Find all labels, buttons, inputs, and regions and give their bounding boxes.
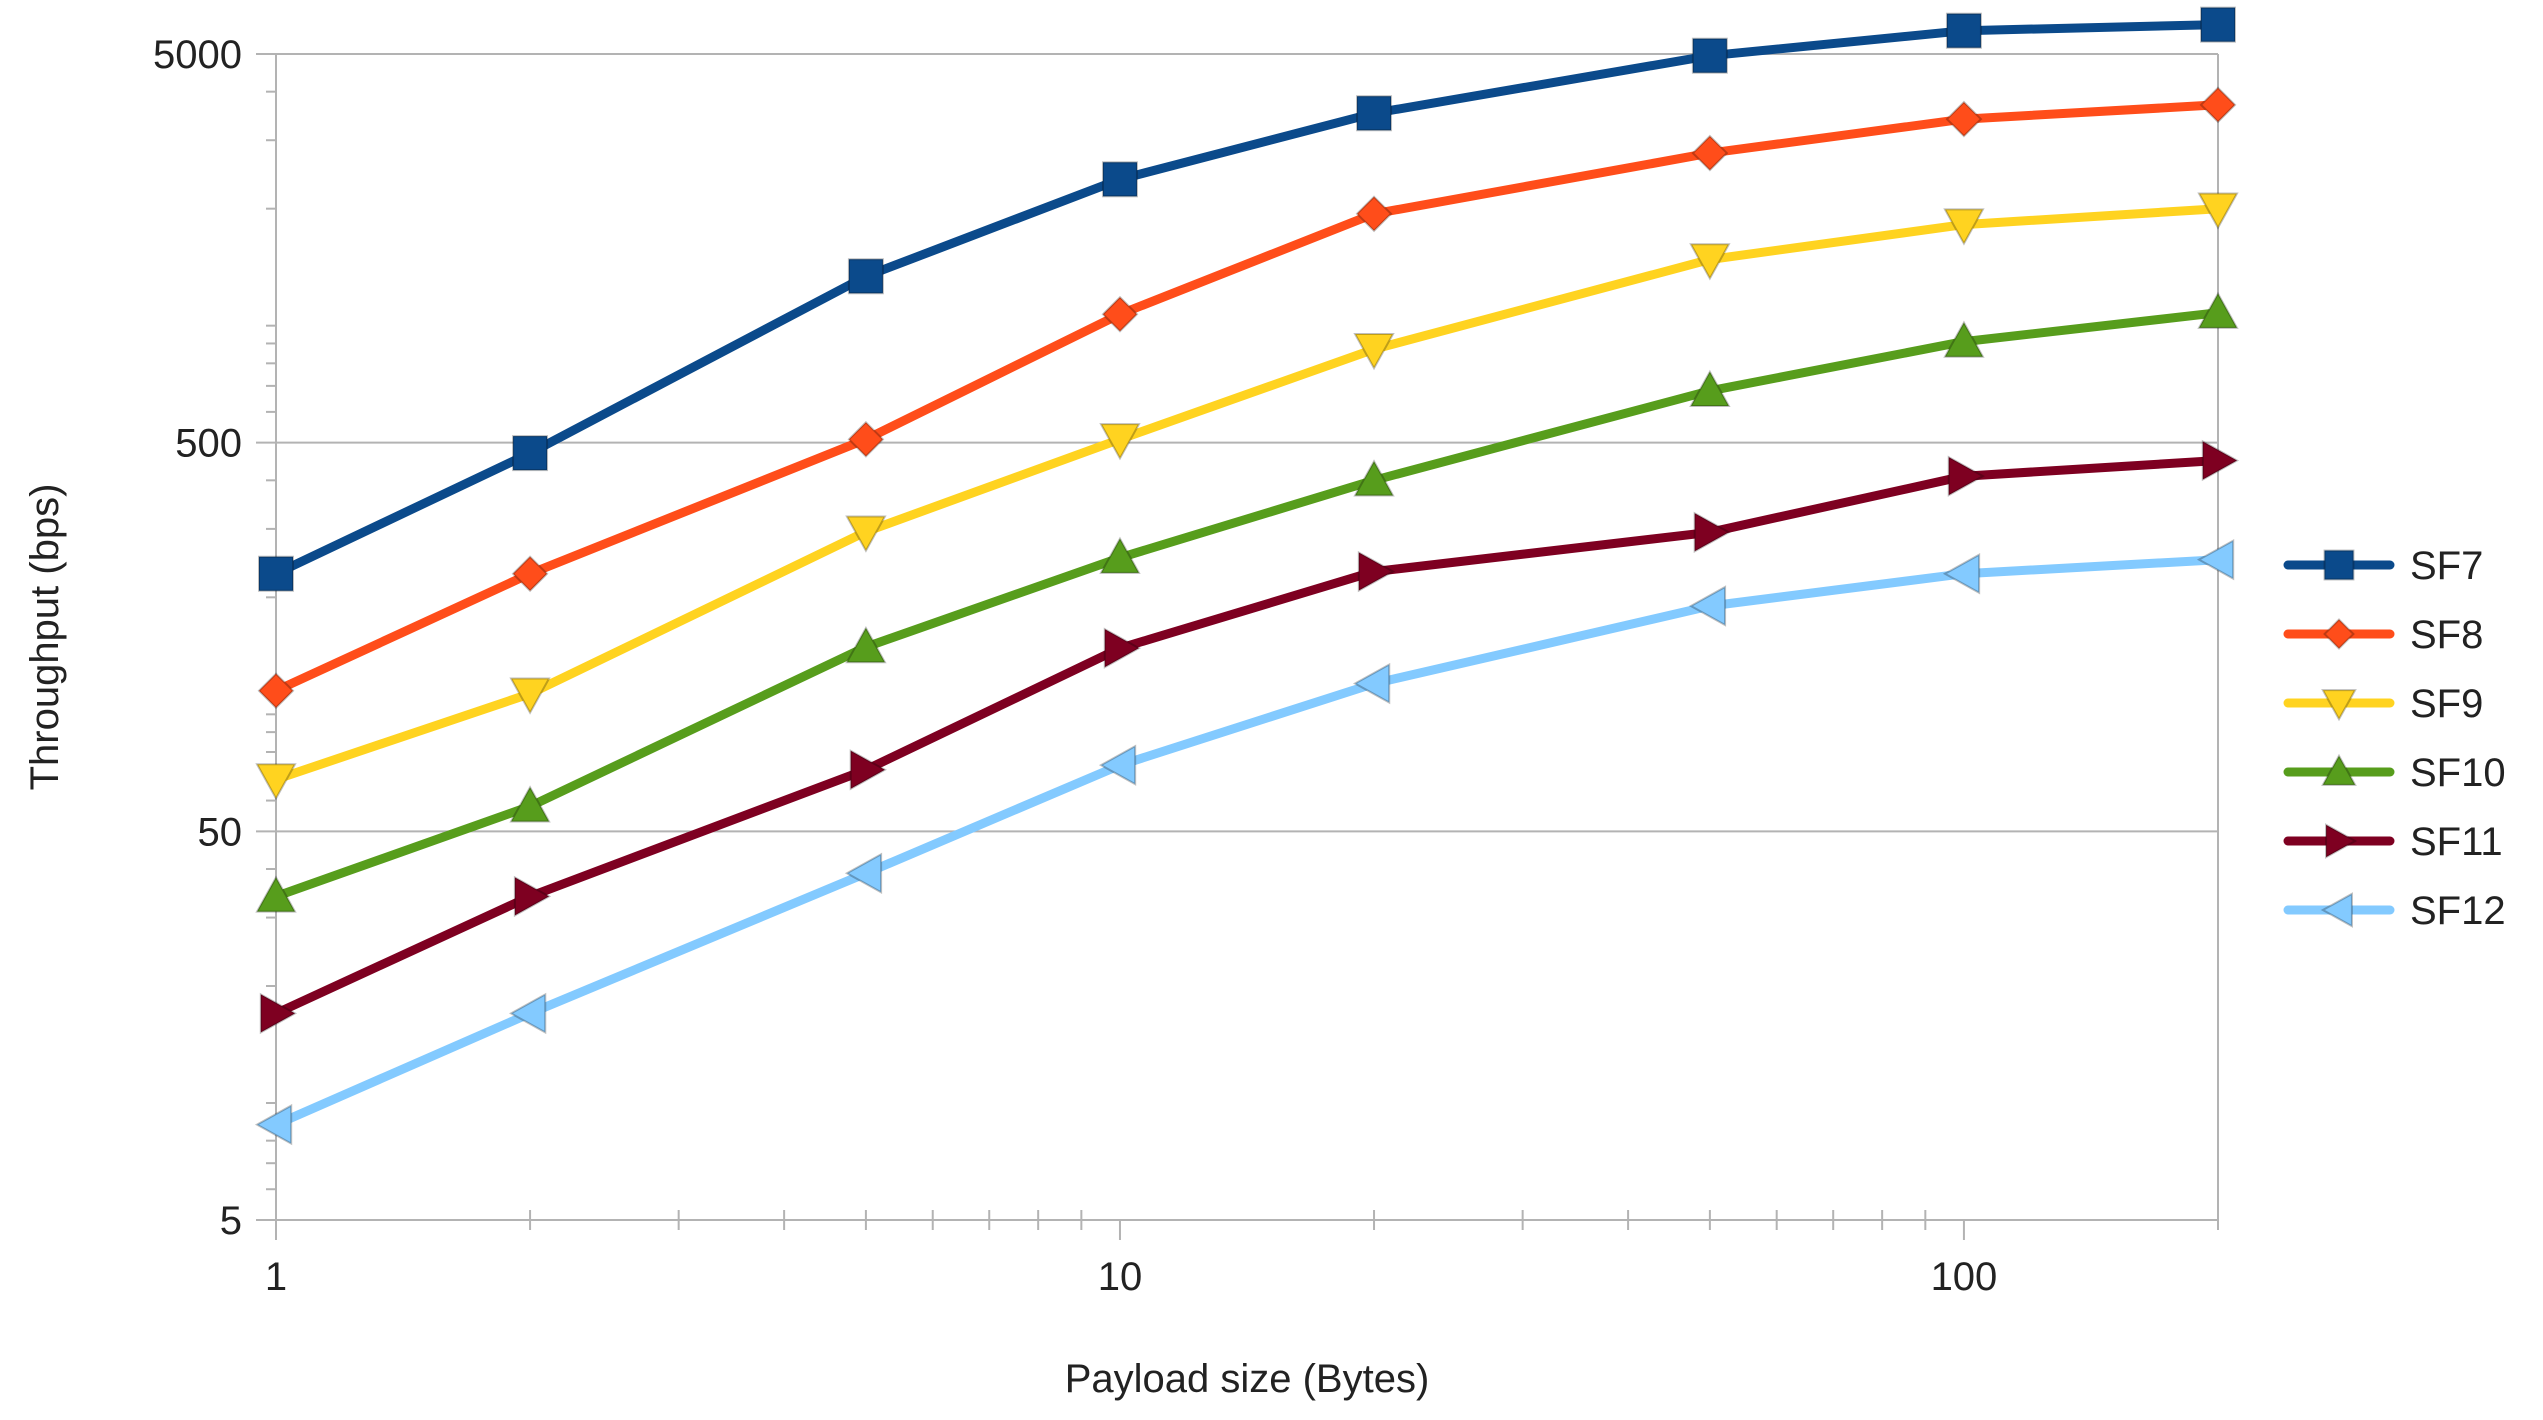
x-tick-label: 100 — [1931, 1255, 1998, 1299]
data-point-sf10 — [1943, 320, 1985, 358]
series-line-sf11 — [271, 456, 2223, 1018]
data-point-sf7 — [1945, 12, 1982, 49]
data-point-sf12 — [254, 1103, 293, 1146]
legend-item-sf9: SF9 — [2283, 682, 2483, 726]
legend-item-sf10: SF10 — [2283, 751, 2506, 795]
legend-item-sf8: SF8 — [2283, 613, 2483, 657]
data-point-sf11 — [849, 749, 887, 791]
legend-label-sf9: SF9 — [2410, 682, 2483, 726]
label-layer: 5 50 500 5000 1 10 100 Payload size (Bytes) Thro… — [23, 33, 1997, 1401]
series-sf10 — [255, 291, 2239, 913]
data-point-sf11 — [259, 992, 298, 1035]
series-line-sf7 — [271, 20, 2223, 579]
legend-item-sf7: SF7 — [2283, 544, 2483, 588]
legend-label-sf11: SF11 — [2410, 820, 2503, 864]
data-point-sf11 — [1947, 455, 1985, 497]
data-point-sf11 — [513, 875, 552, 918]
data-point-sf7 — [1356, 95, 1393, 132]
data-point-sf12 — [844, 852, 883, 894]
series-layer — [254, 6, 2240, 1146]
series-sf12 — [254, 538, 2235, 1146]
data-point-sf9 — [1943, 208, 1985, 246]
series-sf9 — [255, 192, 2239, 801]
series-line-sf9 — [271, 204, 2223, 784]
y-tick-label: 500 — [175, 422, 242, 466]
series-sf7 — [258, 6, 2236, 592]
axis-layer — [256, 53, 2219, 1240]
data-point-sf8 — [1691, 134, 1729, 172]
legend-marker-sf7 — [2323, 549, 2355, 581]
data-point-sf10 — [509, 785, 551, 823]
data-point-sf8 — [847, 420, 885, 458]
data-point-sf12 — [2196, 538, 2235, 581]
data-point-sf8 — [1945, 100, 1983, 138]
data-point-sf9 — [509, 677, 551, 715]
data-point-sf7 — [1101, 161, 1138, 198]
x-tick-label: 1 — [265, 1255, 287, 1299]
series-line-sf12 — [271, 555, 2223, 1130]
data-point-sf10 — [1353, 459, 1395, 497]
legend-label-sf10: SF10 — [2410, 751, 2506, 795]
data-point-sf11 — [2201, 439, 2240, 482]
data-point-sf7 — [512, 435, 549, 472]
data-point-sf11 — [1103, 627, 1142, 669]
data-point-sf12 — [1352, 662, 1391, 705]
legend-label-sf12: SF12 — [2410, 889, 2506, 933]
legend-marker-sf9 — [2321, 689, 2357, 722]
data-point-sf8 — [2199, 86, 2237, 124]
data-point-sf9 — [2197, 192, 2239, 230]
data-point-sf7 — [2200, 6, 2236, 43]
legend-label-sf7: SF7 — [2410, 544, 2483, 588]
data-point-sf10 — [1099, 536, 1141, 574]
legend-marker-sf10 — [2321, 753, 2357, 786]
y-tick-label: 5000 — [153, 33, 242, 77]
data-point-sf7 — [258, 555, 294, 592]
series-sf11 — [259, 439, 2240, 1035]
data-point-sf12 — [1688, 585, 1727, 627]
data-point-sf12 — [1098, 744, 1137, 786]
data-point-sf9 — [1689, 243, 1731, 281]
y-axis-title: Throughput (bps) — [23, 484, 67, 791]
data-point-sf12 — [509, 992, 547, 1035]
x-tick-label: 10 — [1098, 1255, 1143, 1299]
data-point-sf7 — [1691, 37, 1728, 74]
data-point-sf10 — [255, 875, 297, 913]
data-point-sf8 — [257, 672, 295, 710]
data-point-sf11 — [1357, 550, 1396, 593]
legend-marker-sf11 — [2325, 823, 2358, 859]
legend: SF7 SF8 SF9 SF10 SF11 SF12 — [2283, 544, 2506, 933]
legend-marker-sf8 — [2323, 618, 2355, 650]
legend-item-sf11: SF11 — [2283, 820, 2503, 864]
data-point-sf9 — [1099, 423, 1141, 461]
series-sf8 — [257, 86, 2237, 710]
data-point-sf12 — [1942, 553, 1981, 595]
y-tick-label: 50 — [198, 810, 243, 854]
data-point-sf10 — [2197, 291, 2239, 329]
data-point-sf8 — [1355, 195, 1393, 233]
data-point-sf9 — [1353, 332, 1395, 371]
data-point-sf10 — [845, 625, 887, 664]
x-axis-title: Payload size (Bytes) — [1065, 1357, 1430, 1401]
data-point-sf7 — [847, 258, 884, 295]
data-point-sf9 — [255, 763, 297, 801]
data-point-sf11 — [1693, 511, 1731, 554]
legend-marker-sf12 — [2320, 892, 2353, 928]
data-point-sf9 — [845, 515, 887, 553]
legend-label-sf8: SF8 — [2410, 613, 2483, 657]
data-point-sf10 — [1689, 369, 1731, 407]
y-tick-label: 5 — [220, 1199, 242, 1243]
legend-item-sf12: SF12 — [2283, 889, 2506, 933]
data-point-sf8 — [1101, 295, 1139, 333]
data-point-sf8 — [511, 555, 549, 593]
series-line-sf8 — [271, 100, 2223, 696]
series-line-sf10 — [271, 308, 2223, 901]
